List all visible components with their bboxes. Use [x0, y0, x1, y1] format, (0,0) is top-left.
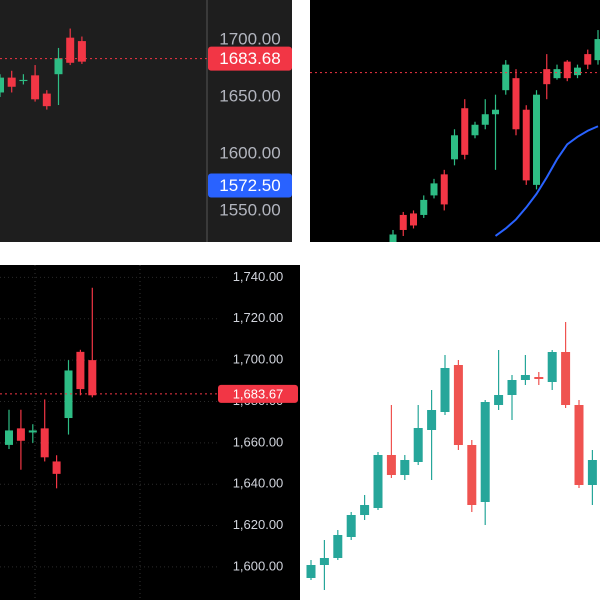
- candle-body: [413, 428, 423, 462]
- candle-body: [66, 37, 75, 63]
- candle-body: [19, 79, 28, 82]
- candle-body: [481, 114, 489, 125]
- candle-body: [400, 460, 410, 475]
- y-tick-label: 1,640.00: [233, 476, 284, 491]
- candle-body: [440, 174, 448, 205]
- candle-body: [28, 430, 37, 433]
- candle-body: [410, 213, 417, 226]
- candle-body: [399, 214, 407, 230]
- candle-body: [594, 39, 600, 61]
- candle-body: [427, 410, 437, 430]
- candle-body: [40, 428, 49, 458]
- candle-body: [16, 428, 25, 441]
- candle-body: [42, 93, 51, 107]
- candle-body: [492, 109, 499, 115]
- y-tick-label: 1,660.00: [233, 434, 284, 449]
- candle-body: [534, 377, 544, 379]
- panel-background: [0, 0, 292, 242]
- candle-body: [430, 183, 438, 196]
- moving-average-line: [494, 125, 599, 237]
- candle-body: [0, 77, 4, 93]
- candle-body: [77, 41, 86, 62]
- candle-body: [587, 460, 597, 485]
- candle-body: [386, 455, 396, 475]
- chart-panel: 1,740.001,720.001,700.001,680.001,660.00…: [0, 265, 300, 600]
- candle-body: [533, 94, 540, 185]
- candle-body: [574, 405, 584, 485]
- candle-body: [480, 402, 490, 502]
- candle-body: [5, 430, 13, 445]
- marker-label-box: [208, 173, 292, 198]
- candle-body: [561, 352, 571, 405]
- candle-body: [306, 565, 316, 578]
- price-label: 1,683.67: [233, 386, 284, 401]
- candle-body: [494, 395, 504, 405]
- candle-body: [88, 360, 97, 396]
- candle-body: [543, 69, 551, 85]
- candle-body: [52, 461, 61, 474]
- candle-body: [64, 370, 73, 419]
- candle-body: [547, 352, 557, 382]
- price-label-box: [208, 46, 292, 71]
- panel-background: [0, 265, 300, 600]
- price-label-box: [218, 384, 298, 403]
- panel-background: [310, 0, 600, 242]
- y-tick-label: 1550.00: [219, 201, 280, 220]
- candle-body: [360, 505, 370, 515]
- candle-body: [520, 375, 530, 380]
- candle-body: [453, 365, 463, 445]
- candle-body: [502, 64, 510, 91]
- candle-body: [451, 135, 458, 160]
- candle-body: [471, 124, 479, 136]
- candle-body: [507, 380, 517, 395]
- y-tick-label: 1,700.00: [233, 352, 284, 367]
- chart-panel: [310, 0, 600, 242]
- y-tick-label: 1,600.00: [233, 558, 284, 573]
- candle-body: [31, 75, 40, 100]
- candle-body: [440, 368, 450, 412]
- price-label: 1683.68: [219, 49, 280, 68]
- candle-body: [333, 535, 343, 558]
- candle-body: [389, 234, 397, 242]
- y-tick-label: 1,740.00: [233, 269, 284, 284]
- candle-body: [563, 61, 571, 79]
- candle-body: [319, 558, 329, 565]
- candle-body: [512, 78, 520, 130]
- candle-body: [467, 445, 477, 505]
- chart-panel: 1700.00 1650.00 1600.00 1550.00 1683.68 1572.…: [0, 0, 292, 242]
- y-tick-label: 1,620.00: [233, 517, 284, 532]
- candle-body: [373, 455, 383, 508]
- candle-body: [54, 58, 63, 75]
- marker-label: 1572.50: [219, 176, 280, 195]
- y-tick-label: 1700.00: [219, 29, 280, 48]
- y-tick-label: 1650.00: [219, 87, 280, 106]
- candle-body: [574, 67, 581, 76]
- y-tick-label: 1,720.00: [233, 310, 284, 325]
- candle-body: [346, 515, 356, 537]
- candle-body: [7, 77, 16, 87]
- candle-body: [420, 199, 428, 215]
- chart-panel: [305, 320, 600, 600]
- candle-body: [553, 69, 561, 79]
- candle-body: [76, 351, 85, 390]
- y-tick-label: 1600.00: [219, 144, 280, 163]
- candle-body: [522, 109, 530, 181]
- candle-body: [584, 54, 592, 65]
- candle-body: [461, 108, 469, 155]
